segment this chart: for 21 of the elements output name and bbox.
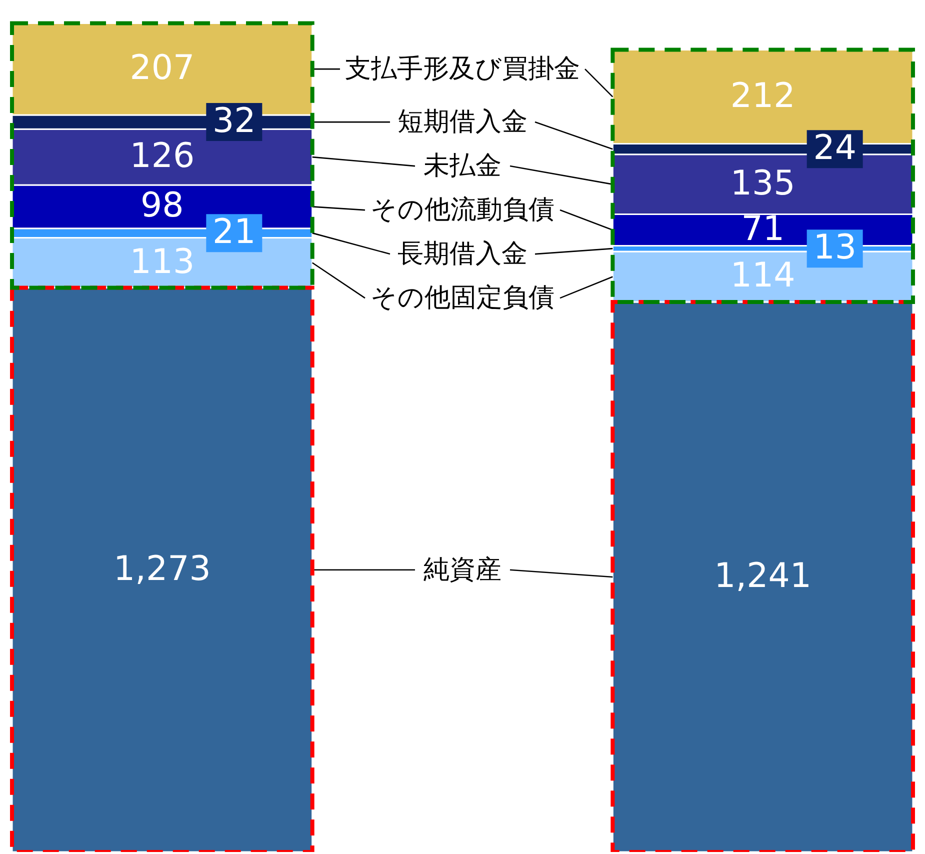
- data-label: 1,273: [114, 548, 211, 589]
- data-label: 212: [730, 76, 796, 116]
- text: その他固定負債: [370, 283, 554, 314]
- data-label: 114: [730, 256, 796, 296]
- text: 未払金: [424, 151, 502, 182]
- data-label: 24: [813, 128, 856, 168]
- text: その他流動負債: [370, 195, 554, 226]
- data-label: 71: [741, 208, 784, 249]
- data-label: 126: [130, 136, 195, 176]
- data-label: 207: [130, 48, 195, 88]
- data-label: 98: [140, 186, 184, 226]
- text: 純資産: [424, 554, 502, 585]
- data-label: 32: [212, 101, 256, 142]
- data-label: 1,241: [714, 556, 812, 596]
- data-label: 113: [130, 242, 195, 282]
- series-label: 支払手形及び買掛金: [345, 54, 580, 84]
- data-label: 13: [813, 228, 856, 268]
- text: 長期借入金: [398, 239, 528, 270]
- text: 短期借入金: [398, 107, 528, 138]
- data-label: 135: [730, 163, 796, 204]
- data-label: 21: [212, 212, 256, 252]
